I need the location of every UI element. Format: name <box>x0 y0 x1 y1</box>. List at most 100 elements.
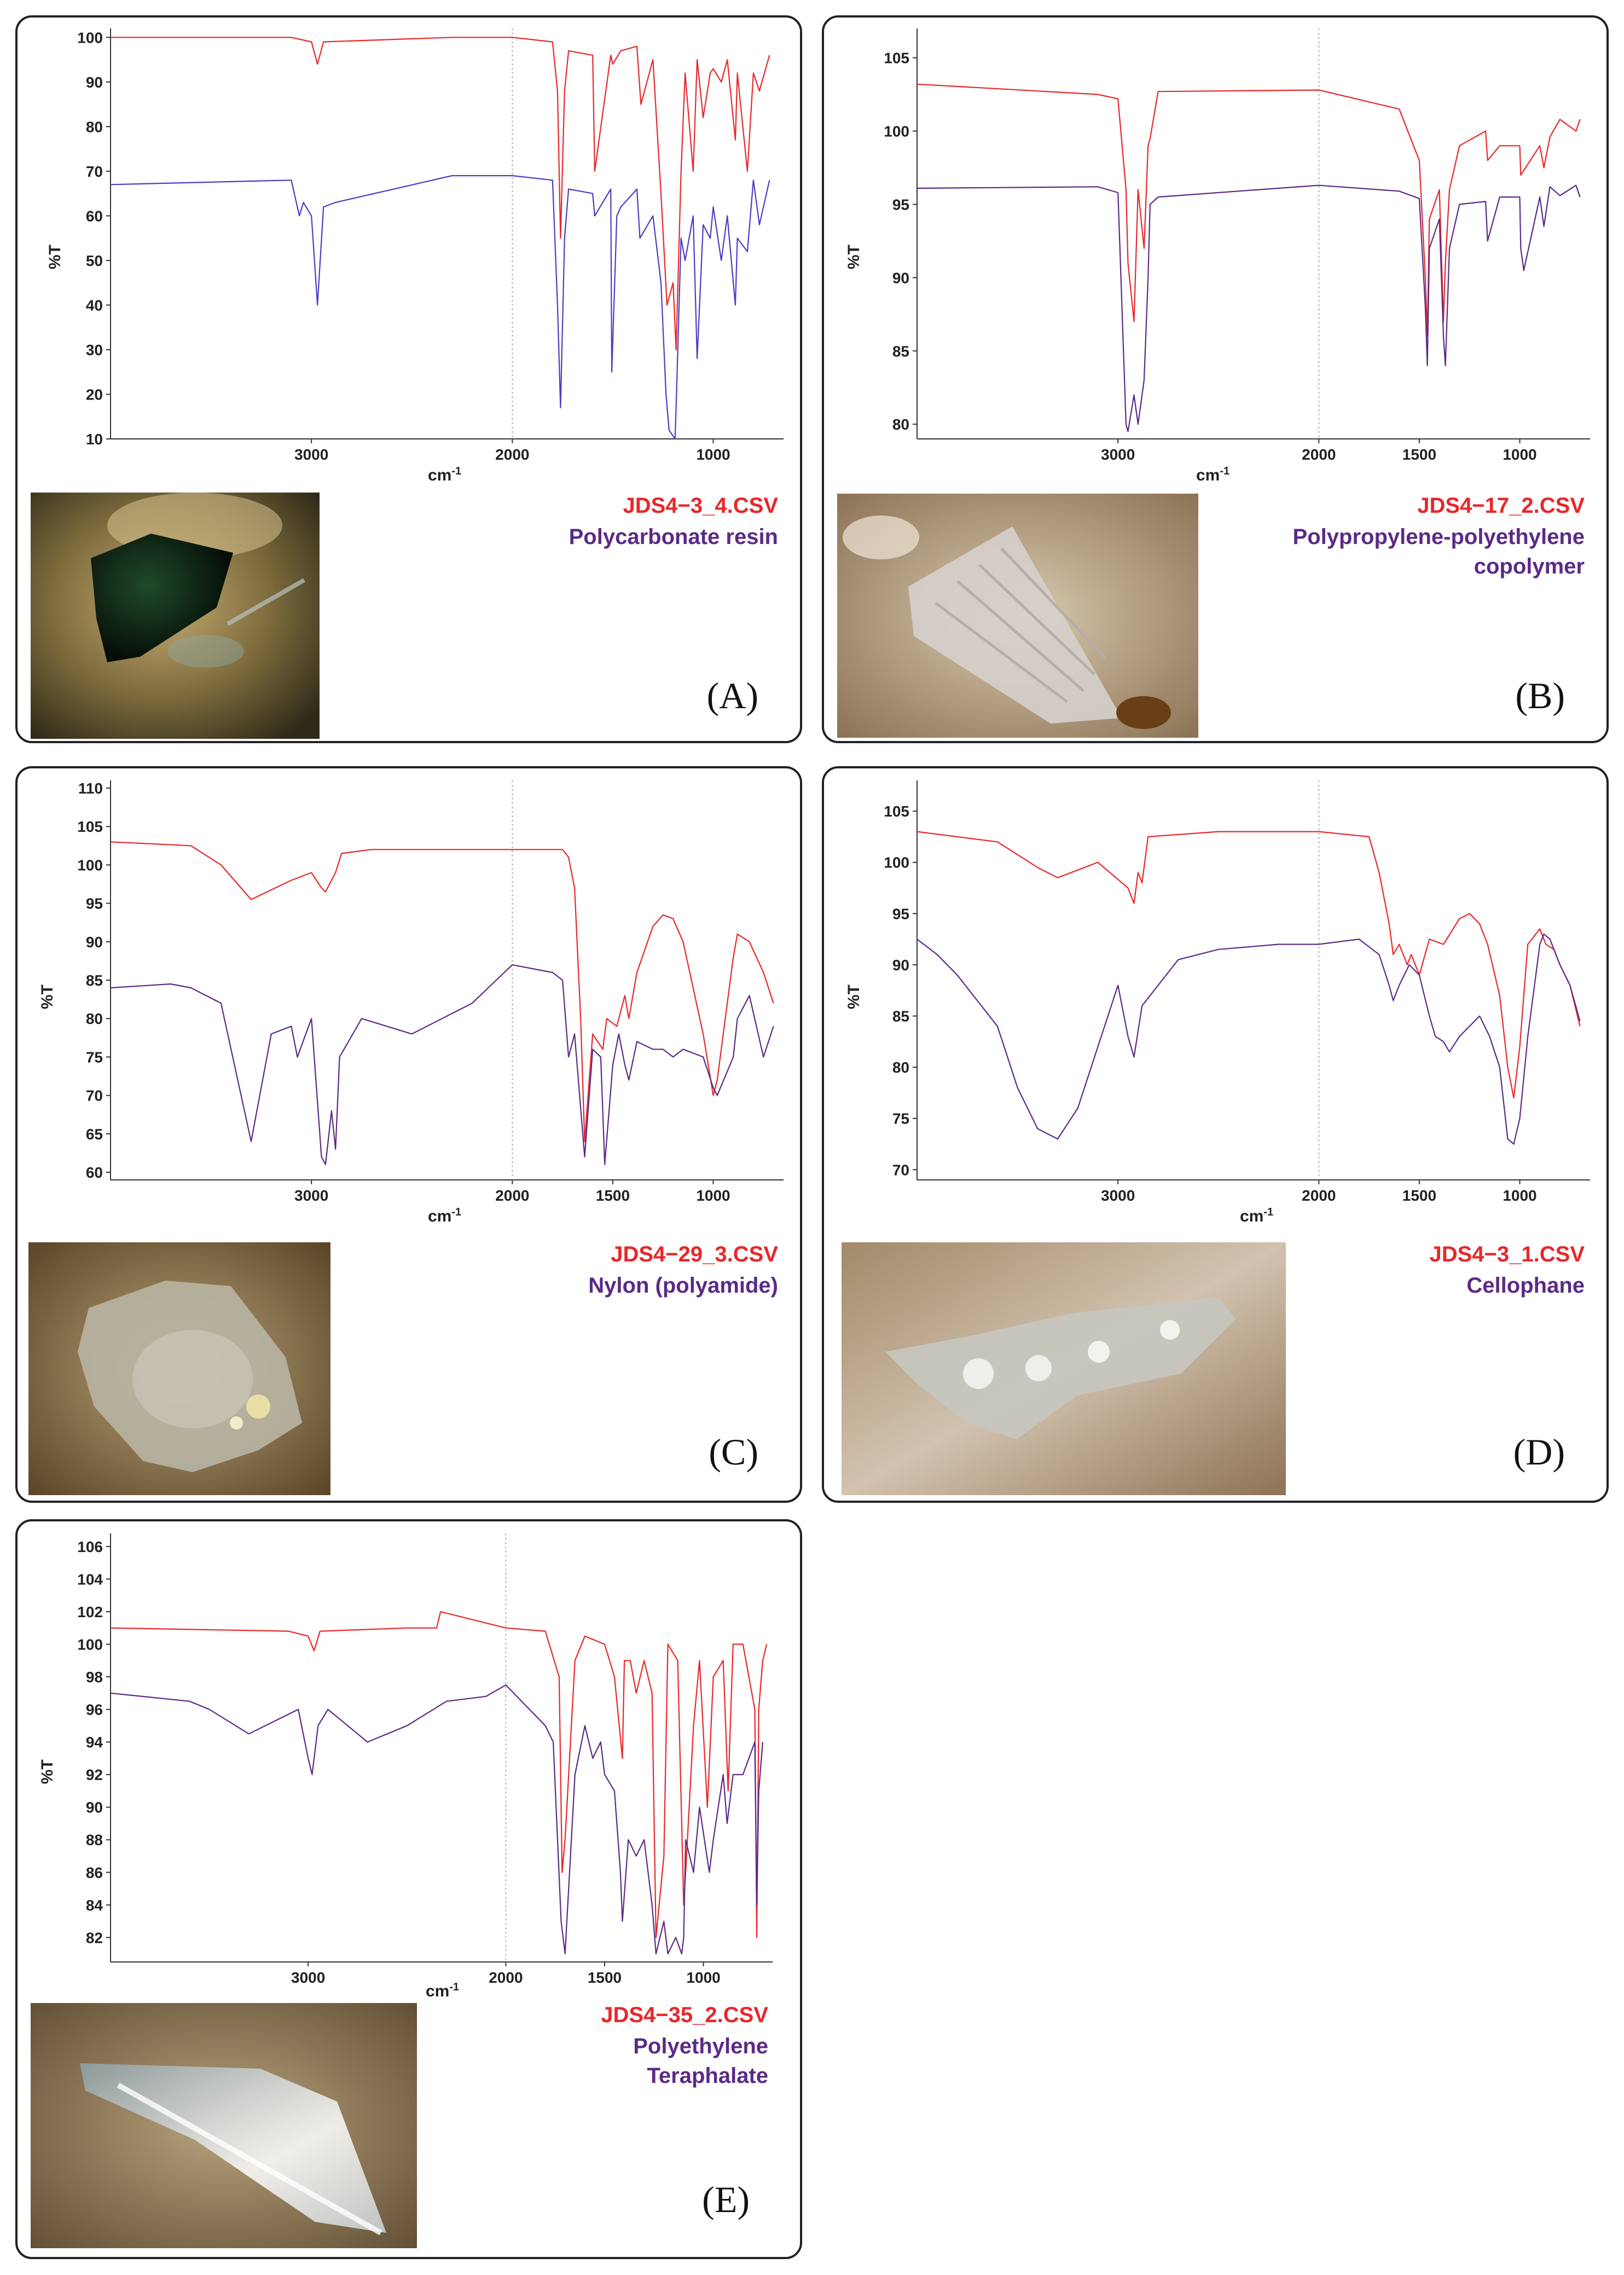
reference-spectrum-line <box>110 1684 763 1955</box>
particle-image-e <box>31 2003 417 2248</box>
reference-spectrum-line <box>110 964 774 1166</box>
polymer-name-line-2: Teraphalate <box>647 2064 768 2088</box>
y-tick-label: 84 <box>86 1897 103 1914</box>
x-axis-unit-exponent: -1 <box>449 1981 460 1993</box>
x-tick-label: 3000 <box>294 1187 328 1204</box>
polymer-name-line: Nylon (polyamide) <box>588 1273 778 1298</box>
ftir-chart-a: 10 20 30 40 50 60 70 80 90 100 3000 2000 1000 <box>77 28 784 463</box>
polymer-name: Polyethylene Teraphalate <box>633 2031 768 2091</box>
x-axis-unit-exponent: -1 <box>451 1206 462 1218</box>
x-tick-label: 1000 <box>686 1969 720 1986</box>
sample-spectrum-line <box>110 1611 768 1938</box>
y-tick-label: 98 <box>86 1669 103 1686</box>
x-tick-label: 1500 <box>588 1969 622 1986</box>
file-name: JDS4−3_4.CSV <box>623 494 778 518</box>
y-tick-label: 65 <box>86 1126 103 1143</box>
sample-spectrum-line <box>917 83 1581 337</box>
x-axis-label: cm-1 <box>428 465 461 485</box>
polymer-name: Polypropylene-polyethylene copolymer <box>1293 522 1585 581</box>
polymer-name: Polycarbonate resin <box>569 522 778 552</box>
polymer-name-line-1: Polypropylene-polyethylene <box>1292 525 1585 549</box>
polymer-name-line: Cellophane <box>1466 1273 1585 1298</box>
file-name: JDS4−17_2.CSV <box>1417 494 1585 518</box>
y-tick-label: 60 <box>86 1164 103 1181</box>
x-tick-label: 1000 <box>1503 1187 1536 1204</box>
y-tick-label: 80 <box>86 1010 103 1027</box>
panel-label: (E) <box>702 2179 750 2220</box>
polymer-name: Cellophane <box>1466 1271 1585 1300</box>
x-axis-unit: cm <box>428 1207 452 1225</box>
y-tick-label: 85 <box>86 972 103 989</box>
sample-spectrum-line <box>110 841 774 1142</box>
y-tick-label: 100 <box>77 856 103 873</box>
sample-spectrum-line <box>917 831 1581 1099</box>
x-axis-unit: cm <box>428 466 452 484</box>
reference-spectrum-line <box>917 933 1581 1145</box>
particle-image-c <box>28 1242 330 1495</box>
x-tick-label: 2000 <box>489 1969 523 1986</box>
particle-image-b <box>837 494 1198 738</box>
x-axis-unit-exponent: -1 <box>1263 1206 1274 1218</box>
y-tick-label: 95 <box>892 905 909 922</box>
x-tick-label: 2000 <box>495 1187 529 1204</box>
y-tick-label: 75 <box>892 1110 909 1127</box>
x-tick-label: 1000 <box>696 446 730 463</box>
microscope-photo-c <box>28 1242 330 1495</box>
y-tick-label: 70 <box>86 1087 103 1104</box>
y-tick-label: 92 <box>86 1767 103 1784</box>
x-axis-label: cm-1 <box>426 1981 459 2001</box>
file-name: JDS4−29_3.CSV <box>611 1242 778 1266</box>
reference-spectrum-line <box>917 184 1581 432</box>
y-tick-label: 75 <box>86 1049 103 1066</box>
ftir-chart-c: 60 65 70 75 80 85 90 95 100 105 110 3000 2000 1500 100… <box>77 780 784 1204</box>
sample-spectrum-line <box>111 37 770 351</box>
y-tick-label: 102 <box>77 1604 103 1620</box>
x-tick-label: 1500 <box>1402 446 1436 463</box>
x-tick-label: 2000 <box>1302 446 1336 463</box>
ftir-chart-e: 82 84 86 88 90 92 94 96 98 100 102 104 106 3000 2000 15… <box>77 1533 773 1986</box>
panel-label: (C) <box>709 1431 758 1473</box>
panel-b: 80 85 90 95 100 105 3000 2000 1500 1000 %T cm-1 J… <box>822 15 1609 743</box>
x-tick-label: 3000 <box>1101 1187 1135 1204</box>
x-axis-unit: cm <box>1240 1207 1264 1225</box>
panel-e: 82 84 86 88 90 92 94 96 98 100 102 104 106 3000 2000 15… <box>15 1519 802 2259</box>
y-tick-label: 40 <box>86 297 103 314</box>
x-axis-label: cm-1 <box>1240 1206 1273 1226</box>
y-tick-label: 80 <box>86 118 103 135</box>
y-tick-label: 60 <box>86 207 103 224</box>
y-tick-label: 82 <box>86 1929 103 1946</box>
y-tick-label: 90 <box>892 269 909 286</box>
x-tick-label: 2000 <box>1302 1187 1336 1204</box>
y-tick-label: 90 <box>86 1799 103 1816</box>
panel-d: 70 75 80 85 90 95 100 105 3000 2000 1500 1000 %T cm… <box>822 766 1609 1503</box>
x-tick-label: 1500 <box>1402 1187 1436 1204</box>
y-tick-label: 90 <box>86 74 103 91</box>
polymer-name: Nylon (polyamide) <box>588 1271 778 1300</box>
x-tick-label: 3000 <box>1101 446 1135 463</box>
y-tick-label: 10 <box>86 431 103 448</box>
panel-a: 10 20 30 40 50 60 70 80 90 100 3000 2000 1000 %T cm-… <box>15 15 802 743</box>
y-tick-label: 100 <box>77 29 103 46</box>
y-tick-label: 85 <box>892 343 909 360</box>
x-axis-label: cm-1 <box>428 1206 461 1226</box>
y-axis-label: %T <box>46 245 64 269</box>
reference-spectrum-line <box>110 175 770 440</box>
x-tick-label: 3000 <box>291 1969 325 1986</box>
panel-label: (A) <box>706 675 758 716</box>
y-tick-label: 96 <box>86 1701 103 1718</box>
y-axis-label: %T <box>38 985 56 1009</box>
y-tick-label: 80 <box>892 416 909 433</box>
y-tick-label: 100 <box>884 123 909 140</box>
file-name: JDS4−3_1.CSV <box>1429 1242 1585 1266</box>
x-tick-label: 2000 <box>495 446 529 463</box>
y-tick-label: 106 <box>77 1538 103 1555</box>
x-axis-unit: cm <box>1196 466 1220 484</box>
x-axis-label: cm-1 <box>1196 465 1229 485</box>
particle-image-a <box>31 493 320 739</box>
y-tick-label: 95 <box>86 895 103 912</box>
file-name: JDS4−35_2.CSV <box>601 2003 768 2027</box>
y-tick-label: 104 <box>77 1571 103 1588</box>
y-tick-label: 110 <box>78 780 103 797</box>
x-tick-label: 1000 <box>1503 446 1536 463</box>
panel-c: 60 65 70 75 80 85 90 95 100 105 110 3000 2000 1500 100… <box>15 766 802 1503</box>
